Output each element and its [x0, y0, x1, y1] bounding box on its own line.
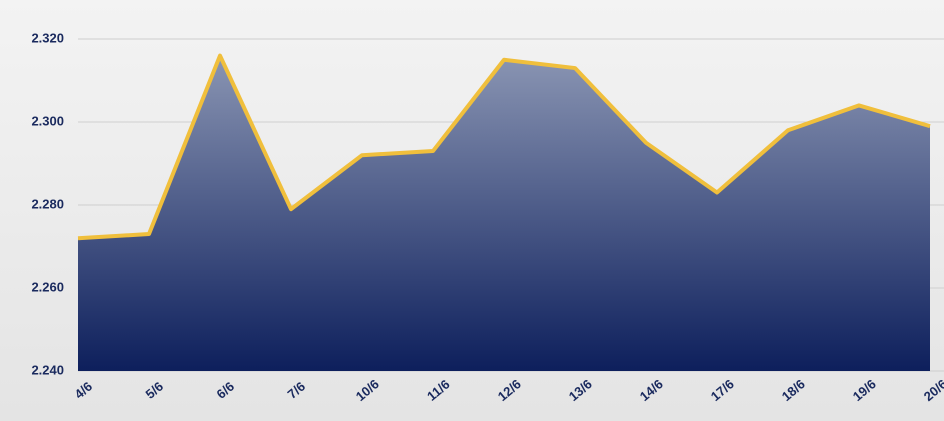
y-tick-label: 2.300 — [31, 113, 64, 128]
y-tick-label: 2.280 — [31, 196, 64, 211]
line — [77, 53, 931, 241]
y-tick-label: 2.240 — [31, 362, 64, 377]
area — [78, 55, 930, 371]
y-tick-label: 2.320 — [31, 30, 64, 45]
y-tick-label: 2.260 — [31, 279, 64, 294]
